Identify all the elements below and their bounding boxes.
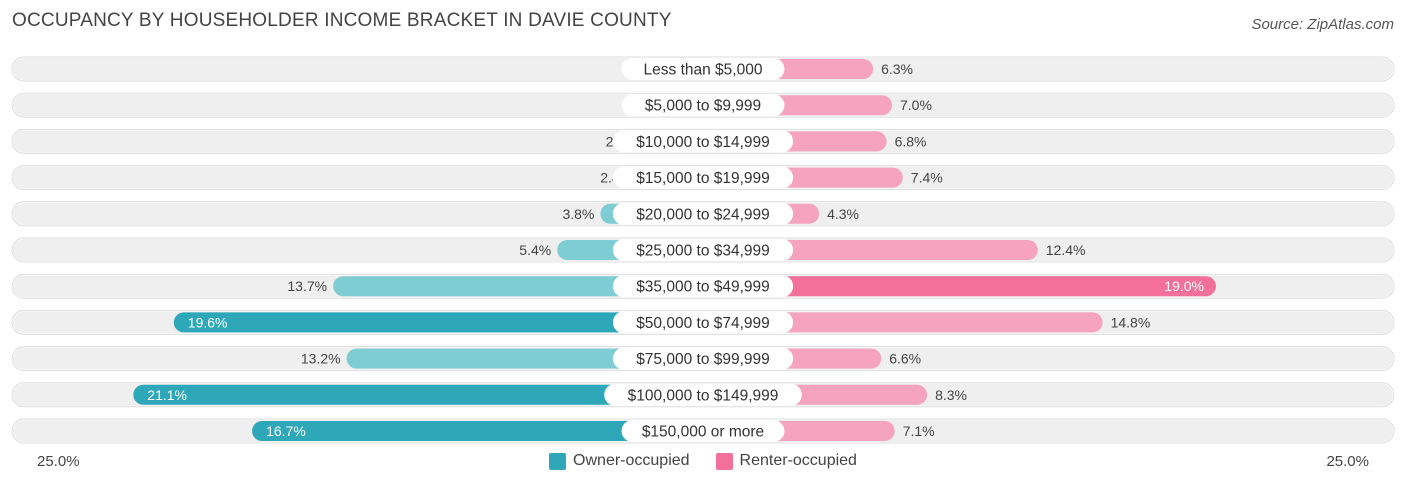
category-pill (612, 275, 794, 298)
category-pill (612, 130, 794, 153)
category-pill (612, 311, 794, 334)
legend-item-renter: Renter-occupied (715, 452, 857, 470)
value-label-renter: 6.3% (881, 61, 913, 77)
category-label: $5,000 to $9,999 (645, 98, 761, 115)
value-label-renter: 14.8% (1111, 314, 1151, 330)
value-label-owner: 13.7% (287, 278, 327, 294)
axis-right-label: 25.0% (1326, 453, 1369, 470)
value-label-owner: 3.8% (562, 206, 594, 222)
value-label-renter: 19.0% (1164, 278, 1204, 294)
category-label: $10,000 to $14,999 (636, 134, 770, 151)
bar-owner (333, 276, 703, 297)
bar-owner (173, 312, 704, 333)
category-pill (621, 420, 785, 442)
value-label-owner: 21.1% (147, 387, 187, 403)
category-label: $75,000 to $99,999 (636, 351, 770, 368)
category-pill (612, 202, 794, 225)
legend-item-owner: Owner-occupied (549, 452, 690, 470)
legend-swatch-owner (549, 452, 567, 470)
category-label: Less than $5,000 (644, 62, 763, 79)
value-label-renter: 7.4% (911, 170, 943, 186)
legend-label-owner: Owner-occupied (573, 452, 690, 469)
value-label-renter: 8.3% (935, 387, 967, 403)
legend-swatch-renter (715, 452, 733, 470)
category-pill (621, 94, 785, 117)
value-label-owner: 5.4% (519, 242, 551, 258)
diverging-bar-chart: 0.91%6.3%Less than $5,0000.9%7.0%$5,000 … (11, 56, 1395, 444)
value-label-owner: 13.2% (301, 351, 341, 367)
axis-left-label: 25.0% (37, 453, 80, 470)
chart-source: Source: ZipAtlas.com (1251, 16, 1394, 33)
category-label: $20,000 to $24,999 (636, 206, 770, 223)
bar-owner (252, 421, 703, 441)
legend: Owner-occupied Renter-occupied (0, 452, 1406, 470)
category-label: $50,000 to $74,999 (636, 315, 770, 332)
value-label-renter: 7.0% (900, 97, 932, 113)
value-label-renter: 6.8% (895, 133, 927, 149)
bar-renter (703, 276, 1216, 297)
value-label-renter: 6.6% (889, 351, 921, 367)
value-label-renter: 12.4% (1046, 242, 1086, 258)
value-label-owner: 16.7% (266, 423, 306, 439)
category-pill (621, 58, 785, 80)
bar-renter (703, 312, 1103, 333)
chart-title: OCCUPANCY BY HOUSEHOLDER INCOME BRACKET … (12, 10, 672, 31)
category-label: $35,000 to $49,999 (636, 279, 770, 296)
value-label-renter: 7.1% (903, 423, 935, 439)
legend-label-renter: Renter-occupied (739, 452, 857, 469)
value-label-renter: 4.3% (827, 206, 859, 222)
category-label: $15,000 to $19,999 (636, 170, 770, 187)
category-label: $100,000 to $149,999 (628, 387, 779, 404)
category-pill (604, 383, 802, 406)
category-pill (612, 347, 794, 370)
category-label: $25,000 to $34,999 (636, 243, 770, 260)
bar-owner (133, 384, 704, 405)
bar-owner (346, 348, 703, 369)
category-pill (612, 239, 794, 261)
value-label-owner: 19.6% (188, 314, 228, 330)
category-pill (612, 166, 794, 189)
category-label: $150,000 or more (642, 424, 764, 441)
